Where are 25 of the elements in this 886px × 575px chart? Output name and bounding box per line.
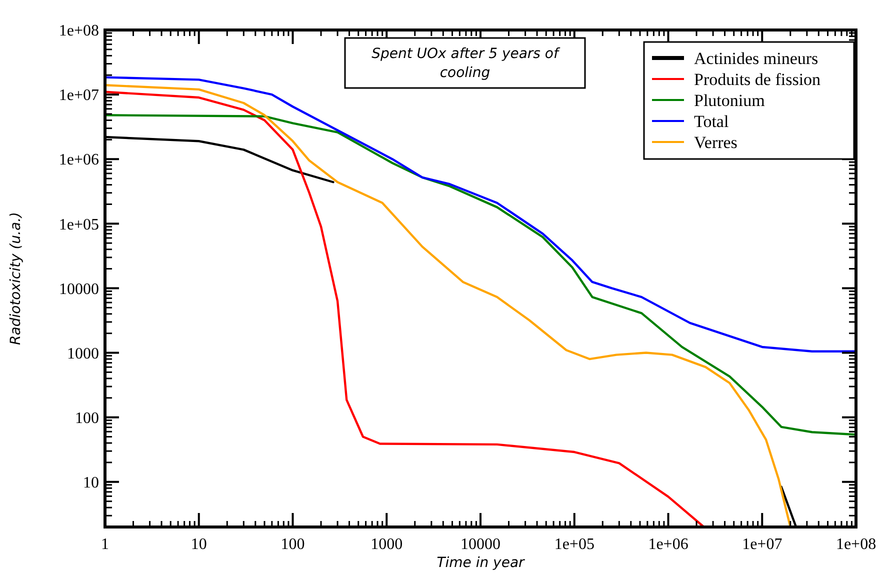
x-tick-label: 1e+05 [554, 536, 594, 553]
legend-label: Actinides mineurs [694, 48, 818, 68]
y-tick-label: 1e+07 [58, 87, 99, 104]
legend-label: Verres [694, 132, 738, 152]
y-tick-label: 1e+08 [58, 22, 99, 40]
x-tick-label: 10 [190, 536, 207, 553]
legend-label: Total [694, 112, 729, 131]
y-tick-label: 100 [75, 410, 99, 427]
annotation: Spent UOx after 5 years of cooling [372, 46, 560, 81]
legend-label: Plutonium [694, 90, 765, 110]
y-tick-label: 1000 [67, 345, 99, 362]
y-tick-label: 1e+06 [58, 152, 99, 169]
x-tick-label: 1e+07 [742, 536, 782, 553]
x-tick-label: 100 [280, 536, 305, 553]
y-tick-label: 10000 [59, 280, 99, 298]
x-axis-title: Time in year [436, 555, 526, 571]
y-tick-label: 1e+05 [58, 216, 99, 234]
x-tick-label: 1 [101, 536, 109, 553]
y-axis-title: Radiotoxicity (u.a.) [8, 212, 24, 345]
x-tick-label: 1e+08 [836, 536, 876, 553]
legend-label: Produits de fission [694, 70, 822, 89]
y-tick-label: 10 [83, 474, 99, 492]
x-tick-label: 10000 [460, 536, 500, 553]
x-tick-label: 1000 [370, 536, 403, 553]
x-tick-label: 1e+06 [648, 536, 688, 553]
